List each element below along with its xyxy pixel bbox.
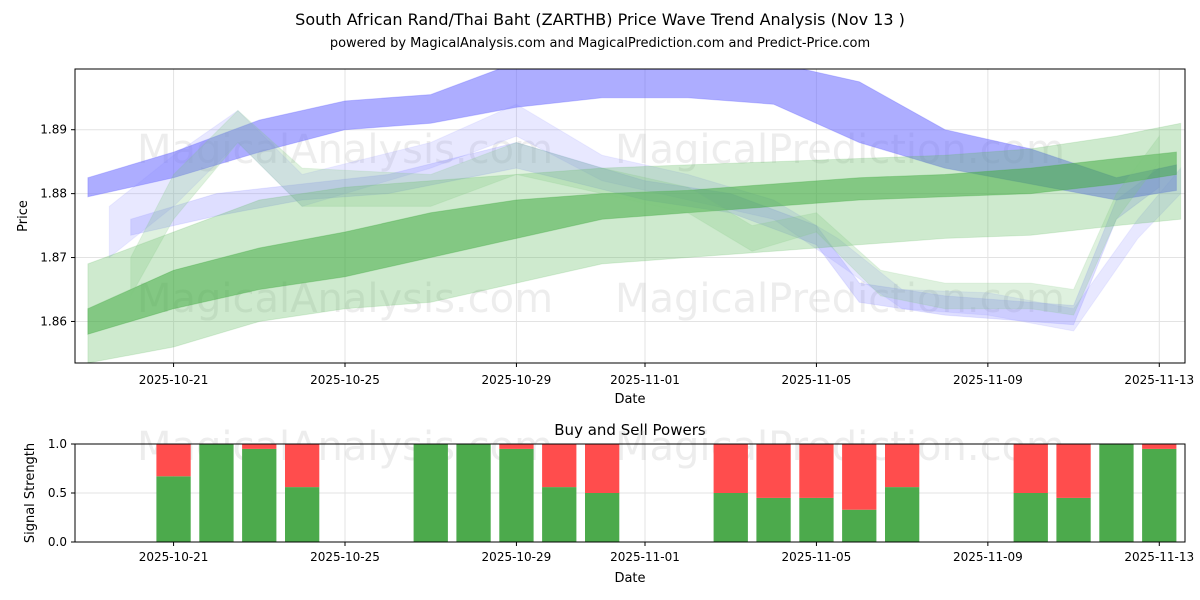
buy-bar — [156, 476, 191, 542]
price-x-tick-label: 2025-11-09 — [953, 373, 1023, 387]
sell-bar — [1142, 444, 1177, 449]
sell-bar — [885, 444, 920, 488]
buy-bar — [413, 444, 448, 542]
price-x-tick-label: 2025-10-21 — [139, 373, 209, 387]
wave-band-5 — [87, 122, 1182, 363]
sell-bar — [756, 444, 791, 498]
price-x-tick-label: 2025-11-01 — [610, 373, 680, 387]
signal-title: Buy and Sell Powers — [554, 421, 706, 439]
price-x-label: Date — [614, 392, 645, 407]
price-x-tick-label: 2025-10-25 — [310, 373, 380, 387]
signal-x-tick-label: 2025-11-13 — [1124, 550, 1194, 564]
price-y-tick-label: 1.88 — [40, 187, 67, 201]
price-panel: MagicalAnalysis.com MagicalPrediction.com… — [16, 68, 1194, 407]
buy-bar — [242, 448, 277, 542]
price-y-ticks: 1.86 1.87 1.88 1.89 — [40, 123, 75, 328]
signal-y-tick-label: 1.0 — [48, 437, 67, 451]
buy-bar — [456, 444, 491, 542]
sell-bar — [842, 444, 877, 510]
sell-bar — [542, 444, 577, 488]
buy-bar — [285, 487, 320, 542]
buy-bar — [885, 487, 920, 542]
price-axes-frame — [74, 68, 1186, 364]
sell-bar — [585, 444, 620, 493]
buy-bar — [499, 448, 534, 542]
signal-bars — [156, 444, 1177, 542]
buy-bar — [199, 444, 234, 542]
chart-title: South African Rand/Thai Baht (ZARTHB) Pr… — [295, 10, 905, 29]
signal-y-tick-label: 0.5 — [48, 486, 67, 500]
wave-band-6 — [130, 109, 1160, 316]
signal-y-label: Signal Strength — [23, 443, 38, 543]
sell-bar — [156, 444, 191, 477]
wave-band-4 — [87, 151, 1177, 335]
signal-x-tick-label: 2025-10-21 — [139, 550, 209, 564]
signal-y-tick-label: 0.0 — [48, 535, 67, 549]
signal-x-tick-label: 2025-10-25 — [310, 550, 380, 564]
sell-bar — [499, 444, 534, 449]
signal-x-label: Date — [614, 571, 645, 586]
price-x-tick-label: 2025-11-13 — [1124, 373, 1194, 387]
sell-bar — [799, 444, 834, 498]
buy-bar — [1142, 448, 1177, 542]
signal-x-tick-label: 2025-11-01 — [610, 550, 680, 564]
wave-band-3 — [108, 103, 1182, 332]
wave-band-2 — [130, 141, 1160, 326]
signal-x-ticks: 2025-10-21 2025-10-25 2025-10-29 2025-11-01… — [139, 542, 1194, 564]
chart-subtitle: powered by MagicalAnalysis.com and Magic… — [330, 36, 870, 51]
price-x-tick-label: 2025-10-29 — [482, 373, 552, 387]
buy-bar — [585, 493, 620, 542]
buy-bar — [842, 509, 877, 542]
price-x-ticks: 2025-10-21 2025-10-25 2025-10-29 2025-11-01… — [139, 363, 1194, 387]
buy-bar — [1013, 493, 1048, 542]
price-y-tick-label: 1.87 — [40, 251, 67, 265]
signal-panel: Buy and Sell Powers MagicalAnalysis.com M… — [23, 421, 1194, 586]
signal-x-tick-label: 2025-11-09 — [953, 550, 1023, 564]
wave-band-1 — [87, 69, 1177, 201]
signal-y-ticks: 0.0 0.5 1.0 — [48, 437, 75, 549]
sell-bar — [242, 444, 277, 449]
watermark-text: MagicalPrediction.com — [615, 424, 1065, 470]
watermark-text: MagicalPrediction.com — [615, 276, 1065, 322]
price-y-label: Price — [16, 200, 31, 232]
price-y-tick-label: 1.86 — [40, 314, 67, 328]
price-x-tick-label: 2025-11-05 — [782, 373, 852, 387]
sell-bar — [285, 444, 320, 488]
sell-bar — [1013, 444, 1048, 493]
sell-bar — [1056, 444, 1091, 498]
wave-bands — [87, 69, 1182, 363]
buy-bar — [1056, 497, 1091, 542]
buy-bar — [713, 493, 748, 542]
buy-bar — [1099, 444, 1134, 542]
buy-bar — [756, 497, 791, 542]
signal-x-tick-label: 2025-11-05 — [782, 550, 852, 564]
signal-x-tick-label: 2025-10-29 — [482, 550, 552, 564]
buy-bar — [542, 487, 577, 542]
sell-bar — [713, 444, 748, 493]
price-y-tick-label: 1.89 — [40, 123, 67, 137]
buy-bar — [799, 497, 834, 542]
